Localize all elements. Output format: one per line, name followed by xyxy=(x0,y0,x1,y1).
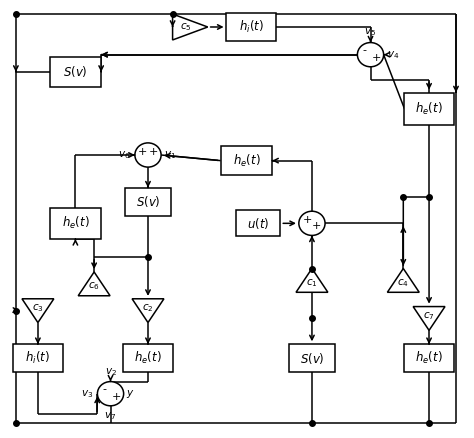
Text: $y$: $y$ xyxy=(127,388,135,400)
Circle shape xyxy=(135,143,161,167)
Polygon shape xyxy=(413,307,445,330)
Bar xyxy=(404,344,454,372)
Polygon shape xyxy=(132,299,164,322)
Text: $h_i(t)$: $h_i(t)$ xyxy=(26,350,50,366)
Text: $v_3$: $v_3$ xyxy=(82,388,94,399)
Circle shape xyxy=(97,381,124,406)
Text: $h_e(t)$: $h_e(t)$ xyxy=(233,152,260,169)
Text: $c_2$: $c_2$ xyxy=(142,302,154,314)
Text: $v_7$: $v_7$ xyxy=(104,410,117,422)
Polygon shape xyxy=(296,268,328,292)
Text: $h_e(t)$: $h_e(t)$ xyxy=(134,350,162,366)
Text: +: + xyxy=(149,147,158,156)
Bar xyxy=(50,57,101,87)
Bar xyxy=(125,187,172,216)
Circle shape xyxy=(357,42,383,67)
Text: $c_5$: $c_5$ xyxy=(180,21,191,33)
Text: $h_i(t)$: $h_i(t)$ xyxy=(238,19,264,35)
Text: $v_4$: $v_4$ xyxy=(387,49,400,60)
Text: $c_1$: $c_1$ xyxy=(306,277,318,289)
Bar xyxy=(236,210,280,236)
Text: $h_e(t)$: $h_e(t)$ xyxy=(415,101,443,117)
Text: $h_e(t)$: $h_e(t)$ xyxy=(62,215,89,231)
Polygon shape xyxy=(173,14,208,40)
Text: $h_e(t)$: $h_e(t)$ xyxy=(415,350,443,366)
Bar xyxy=(50,208,101,239)
Text: $u(t)$: $u(t)$ xyxy=(247,216,269,231)
Text: +: + xyxy=(137,147,147,156)
Text: +: + xyxy=(372,53,381,63)
Text: $S(v)$: $S(v)$ xyxy=(63,64,88,79)
Text: +: + xyxy=(312,221,321,231)
Text: $v_2$: $v_2$ xyxy=(105,366,117,378)
Circle shape xyxy=(299,211,325,236)
Text: -: - xyxy=(103,385,107,394)
Text: $c_7$: $c_7$ xyxy=(423,310,435,322)
Text: $v_5$: $v_5$ xyxy=(365,26,376,38)
Polygon shape xyxy=(387,268,419,292)
Text: $v_6$: $v_6$ xyxy=(118,149,130,161)
Bar xyxy=(13,344,63,372)
Text: $S(v)$: $S(v)$ xyxy=(136,194,160,209)
Text: -: - xyxy=(363,46,367,55)
Bar xyxy=(123,344,173,372)
Text: $S(v)$: $S(v)$ xyxy=(300,351,324,366)
Bar xyxy=(220,146,272,175)
Text: $c_3$: $c_3$ xyxy=(32,302,44,314)
Text: $c_4$: $c_4$ xyxy=(397,277,409,289)
Bar xyxy=(227,13,276,41)
Text: +: + xyxy=(302,215,312,225)
Bar xyxy=(404,92,454,125)
Text: +: + xyxy=(111,392,121,402)
Polygon shape xyxy=(22,299,54,322)
Bar xyxy=(289,344,336,372)
Text: $c_6$: $c_6$ xyxy=(88,281,100,292)
Polygon shape xyxy=(78,272,110,296)
Text: $v_1$: $v_1$ xyxy=(164,149,176,161)
